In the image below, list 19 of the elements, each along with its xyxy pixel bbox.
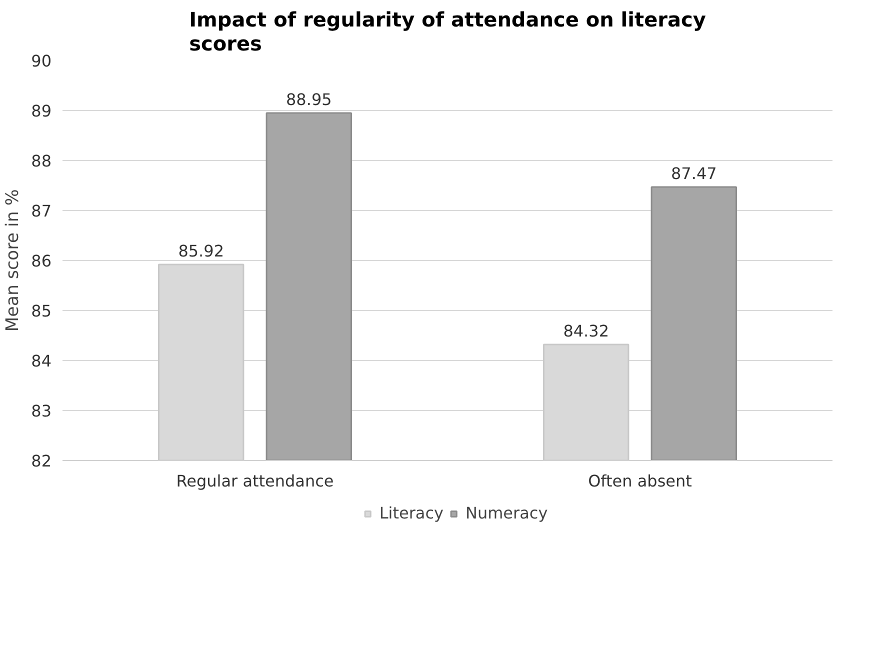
data-label: 88.95 (286, 90, 332, 109)
y-tick-label: 90 (31, 52, 52, 70)
x-tick-label: Regular attendance (176, 472, 334, 490)
legend-label: Literacy (379, 504, 444, 522)
y-tick-label: 82 (31, 452, 52, 470)
chart-title: Impact of regularity of attendance on literacy scores (189, 8, 706, 56)
y-tick-label: 88 (31, 152, 52, 170)
data-label: 85.92 (178, 242, 224, 260)
legend-label: Numeracy (465, 504, 548, 522)
data-label: 84.32 (563, 322, 610, 340)
y-tick-label: 84 (31, 352, 52, 370)
y-tick-label: 83 (31, 402, 52, 420)
x-tick-label: Often absent (588, 472, 692, 490)
y-tick-label: 85 (31, 302, 52, 320)
y-tick-label: 87 (31, 202, 52, 220)
y-tick-label: 89 (31, 102, 52, 120)
y-tick-label: 86 (31, 252, 52, 270)
y-axis-title: Mean score in % (3, 189, 24, 332)
data-label: 87.47 (671, 164, 717, 183)
